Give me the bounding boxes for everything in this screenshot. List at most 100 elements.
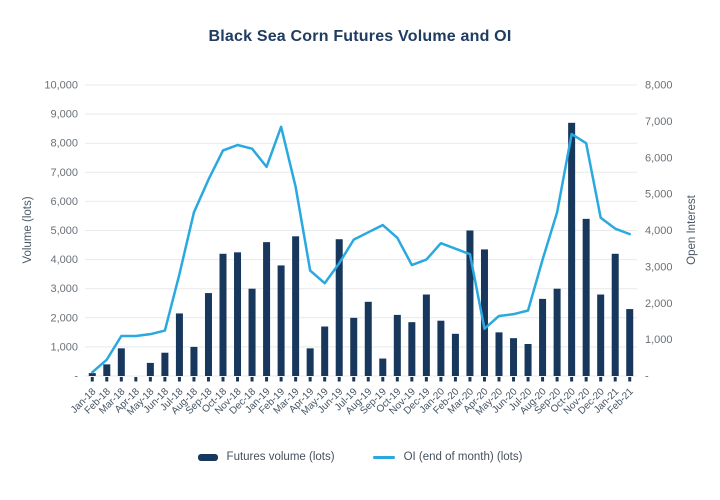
category-tick (119, 377, 123, 382)
category-tick (410, 377, 414, 382)
right-axis-tick-label: 6,000 (645, 152, 673, 164)
volume-bar (350, 317, 358, 376)
volume-bar (335, 239, 343, 376)
right-axis-tick-label: 8,000 (645, 80, 673, 92)
category-tick (105, 377, 109, 382)
volume-bar (175, 313, 183, 376)
left-axis-tick-label: 1,000 (50, 341, 78, 353)
right-axis-tick-label: 1,000 (645, 334, 673, 346)
left-axis-tick-label: 4,000 (50, 254, 78, 266)
volume-bar (539, 298, 547, 376)
volume-bar (466, 230, 474, 376)
oi-line (91, 125, 631, 374)
right-axis-tick-label: - (645, 371, 649, 383)
volume-bar (408, 322, 416, 376)
volume-bar (263, 242, 271, 376)
category-tick (90, 377, 94, 382)
category-tick (236, 377, 240, 382)
oi-line-swatch (372, 455, 395, 459)
category-tick (337, 377, 341, 382)
volume-bar (161, 352, 169, 376)
left-axis-tick-label: 10,000 (44, 80, 78, 92)
volume-bar (510, 338, 518, 376)
volume-bar (103, 364, 111, 376)
volume-bar (117, 348, 125, 376)
volume-bar (321, 326, 329, 376)
category-tick (584, 377, 588, 382)
legend-label-futures-volume: Futures volume (lots) (226, 451, 335, 463)
volume-bar (568, 122, 576, 376)
volume-bar (480, 249, 488, 376)
left-axis-tick-label: 7,000 (50, 167, 78, 179)
volume-bar (524, 343, 532, 376)
category-tick (424, 377, 428, 382)
right-axis-tick-label: 3,000 (645, 261, 673, 273)
category-tick (294, 377, 298, 382)
volume-bar (364, 301, 372, 376)
category-tick (613, 377, 617, 382)
category-tick (482, 377, 486, 382)
category-tick (599, 377, 603, 382)
category-tick (453, 377, 457, 382)
volume-bar (611, 253, 619, 376)
volume-bar (277, 265, 285, 376)
legend-label-oi: OI (end of month) (lots) (403, 451, 523, 463)
category-tick (265, 377, 269, 382)
left-axis-tick-label: 5,000 (50, 225, 78, 237)
legend: Futures volume (lots) OI (end of month) … (0, 451, 720, 463)
volume-bar (626, 309, 634, 376)
category-tick (468, 377, 472, 382)
volume-bar (292, 236, 300, 376)
right-axis-tick-label: 7,000 (645, 116, 673, 128)
volume-bar (437, 320, 445, 376)
right-axis-tick-label: 5,000 (645, 189, 673, 201)
volume-bar (306, 348, 314, 376)
category-tick (308, 377, 312, 382)
open-interest-axis-title: Open Interest (686, 195, 698, 265)
left-axis-tick-label: 3,000 (50, 283, 78, 295)
category-tick (570, 377, 574, 382)
left-axis-tick-label: 8,000 (50, 138, 78, 150)
left-axis-tick-label: 9,000 (50, 109, 78, 121)
category-tick (250, 377, 254, 382)
volume-bar (146, 362, 154, 376)
category-tick (628, 377, 632, 382)
category-tick (221, 377, 225, 382)
right-axis-tick-label: 4,000 (645, 225, 673, 237)
category-tick (206, 377, 210, 382)
volume-bar (451, 333, 459, 376)
volume-bar (553, 288, 561, 376)
chart-title: Black Sea Corn Futures Volume and OI (208, 28, 512, 45)
volume-bar (219, 253, 227, 376)
volume-bar (597, 294, 605, 376)
category-tick (192, 377, 196, 382)
left-axis-tick-label: 6,000 (50, 196, 78, 208)
category-tick (163, 377, 167, 382)
legend-item-oi: OI (end of month) (lots) (372, 451, 523, 463)
volume-axis-title: Volume (lots) (22, 196, 34, 264)
category-tick (439, 377, 443, 382)
volume-bar (248, 288, 256, 376)
futures-volume-swatch (197, 453, 218, 461)
volume-bar (495, 332, 503, 376)
volume-bar (204, 293, 212, 376)
category-tick (395, 377, 399, 382)
category-tick (323, 377, 327, 382)
category-tick (381, 377, 385, 382)
category-tick (366, 377, 370, 382)
volume-bar (88, 373, 96, 376)
left-axis-tick-label: - (74, 371, 78, 383)
category-tick (555, 377, 559, 382)
category-tick (497, 377, 501, 382)
category-tick (526, 377, 530, 382)
category-tick (512, 377, 516, 382)
category-tick (541, 377, 545, 382)
volume-bar (422, 294, 430, 376)
category-tick (148, 377, 152, 382)
volume-bar (190, 346, 198, 376)
category-tick (279, 377, 283, 382)
volume-bar (393, 314, 401, 376)
legend-item-futures-volume: Futures volume (lots) (197, 451, 335, 463)
